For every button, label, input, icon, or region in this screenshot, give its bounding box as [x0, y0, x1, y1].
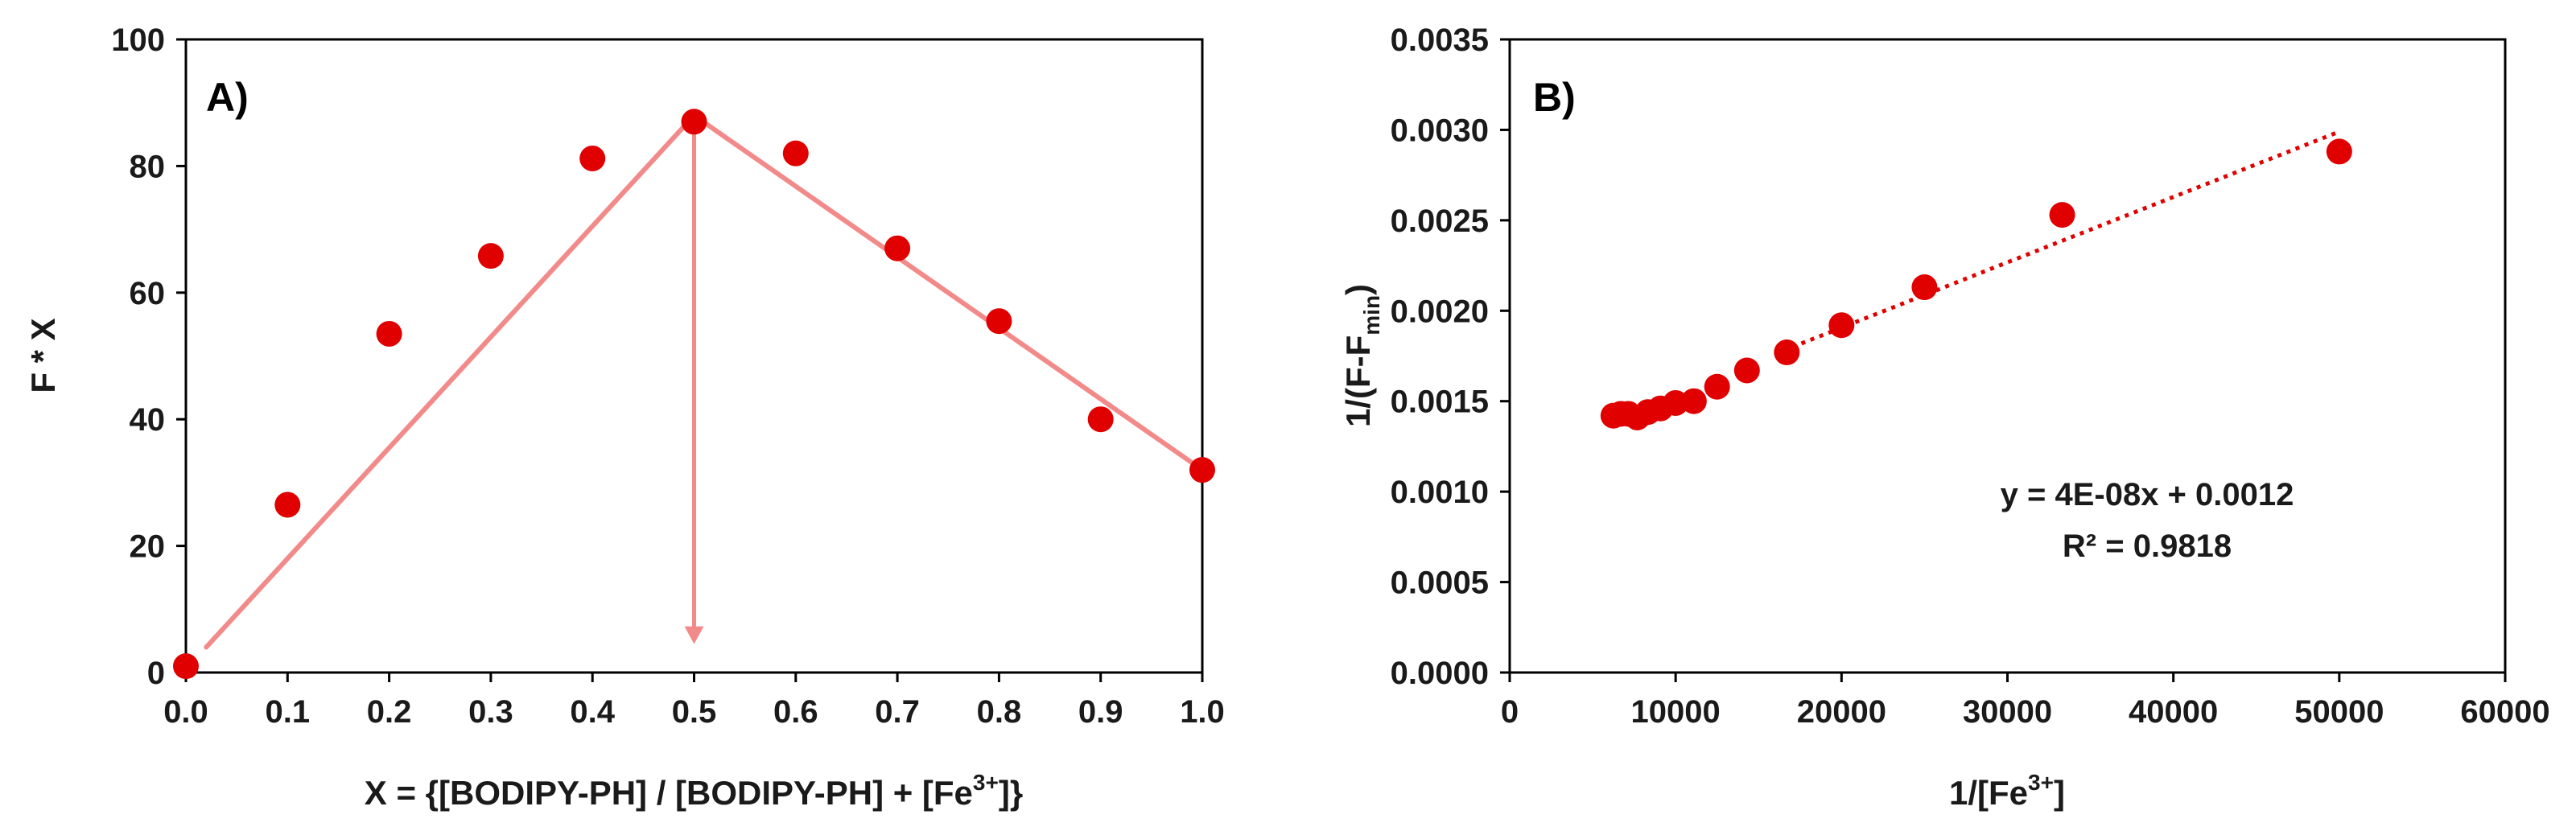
chart-a-x-tick-label: 0.6 — [773, 694, 818, 730]
chart-a-arrow-head — [684, 626, 704, 644]
chart-b-x-tick-label: 40000 — [2129, 694, 2218, 730]
chart-a-y-tick-label: 80 — [130, 149, 166, 184]
chart-a-fit-line — [204, 113, 697, 650]
chart-a-x-axis-label: X = {[BODIPY-PH] / [BODIPY-PH] + [Fe3+]} — [365, 770, 1023, 812]
chart-a-data-point — [1087, 406, 1114, 433]
chart-b-y-tick-label: 0.0005 — [1391, 566, 1489, 601]
chart-a-x-tick-label: 0.7 — [875, 694, 920, 730]
chart-b-y-axis-label: 1/(F-Fmin) — [1339, 284, 1384, 427]
chart-b: B) 1/(F-Fmin) 1/[Fe3+] y = 4E-08x + 0.00… — [1339, 23, 2550, 812]
chart-a-x-tick-label: 0.5 — [672, 694, 717, 730]
chart-a-data-point — [477, 243, 504, 269]
chart-b-y-tick-label: 0.0020 — [1391, 294, 1489, 329]
chart-a-data-point — [376, 320, 402, 347]
chart-b-x-tick-label: 30000 — [1963, 694, 2052, 730]
chart-b-x-tick-label: 60000 — [2460, 694, 2549, 730]
chart-a-x-tick-label: 0.8 — [977, 694, 1022, 730]
chart-b-x-tick-label: 50000 — [2294, 694, 2384, 730]
chart-a-data-point — [274, 492, 301, 518]
chart-a-x-tick-label: 0.0 — [163, 694, 208, 730]
chart-a-data-point — [884, 235, 911, 261]
chart-b-y-tick-label: 0.0015 — [1391, 385, 1489, 420]
chart-a-panel-label: A) — [206, 75, 249, 120]
chart-a-x-tick-label: 0.1 — [265, 694, 310, 730]
chart-b-x-tick-label: 0 — [1501, 694, 1519, 730]
chart-b-data-point — [1704, 373, 1730, 400]
chart-a-y-tick-label: 20 — [130, 529, 166, 565]
chart-b-panel-label: B) — [1533, 75, 1576, 120]
chart-a-y-tick-label: 40 — [130, 402, 166, 438]
chart-a-data-point — [681, 109, 707, 135]
chart-a-data-point — [579, 145, 606, 171]
chart-b-data-point — [1828, 312, 1855, 339]
chart-a-x-tick-label: 0.3 — [468, 694, 513, 730]
chart-b-x-tick-label: 20000 — [1797, 694, 1886, 730]
chart-b-trendline — [1783, 130, 2340, 353]
chart-b-y-tick-label: 0.0010 — [1391, 475, 1489, 510]
chart-b-x-axis-label: 1/[Fe3+] — [1949, 770, 2065, 812]
chart-b-plot-frame — [1508, 38, 2507, 674]
chart-b-y-tick-label: 0.0035 — [1391, 23, 1489, 58]
chart-a-x-tick-label: 0.4 — [570, 694, 615, 730]
chart-a-x-tick-label: 0.2 — [367, 694, 412, 730]
chart-b-x-tick-label: 10000 — [1631, 694, 1721, 730]
chart-a-y-tick-label: 0 — [147, 656, 165, 691]
chart-b-r-squared: R² = 0.9818 — [2063, 529, 2232, 564]
chart-b-y-tick-label: 0.0000 — [1391, 656, 1489, 691]
chart-b-data-point — [2049, 202, 2075, 228]
chart-b-data-point — [1911, 274, 1938, 301]
chart-a: A) F * X X = {[BODIPY-PH] / [BODIPY-PH] … — [24, 23, 1225, 812]
chart-a-x-tick-label: 1.0 — [1180, 694, 1225, 730]
chart-a-data-point — [986, 308, 1012, 335]
chart-b-data-point — [1680, 388, 1707, 414]
chart-b-data-point — [2326, 138, 2352, 165]
chart-a-y-tick-label: 100 — [111, 23, 165, 58]
chart-a-data-point — [782, 140, 809, 167]
chart-a-data-point — [173, 653, 199, 680]
chart-b-data-point — [1774, 339, 1800, 366]
chart-a-x-tick-label: 0.9 — [1078, 694, 1123, 730]
chart-a-data-point — [1189, 457, 1215, 483]
chart-b-data-point — [1733, 357, 1760, 384]
chart-b-trendline-equation: y = 4E-08x + 0.0012 — [2001, 477, 2294, 512]
chart-a-y-tick-label: 60 — [130, 276, 166, 311]
chart-a-y-axis-label: F * X — [24, 318, 62, 393]
chart-b-y-tick-label: 0.0025 — [1391, 204, 1489, 239]
chart-b-y-tick-label: 0.0030 — [1391, 113, 1489, 148]
chart-a-fit-line — [691, 113, 1205, 473]
